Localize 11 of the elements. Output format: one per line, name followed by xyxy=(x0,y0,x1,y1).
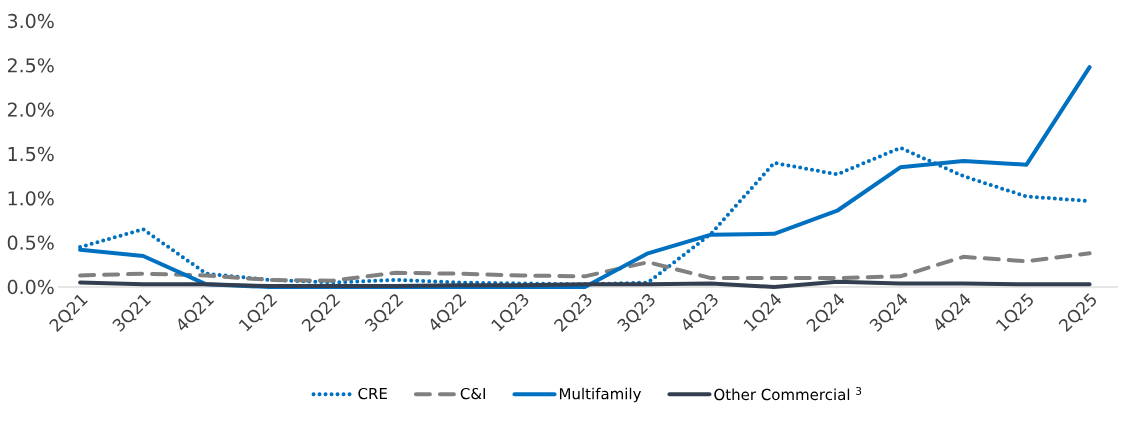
legend-label: Multifamily xyxy=(559,387,642,403)
legend-label: CRE xyxy=(358,387,387,400)
y-tick-label: 1.0% xyxy=(8,191,54,206)
legend-label: Other Commercial $^{3}$ xyxy=(714,386,862,401)
y-tick-label: 3.0% xyxy=(7,13,54,29)
y-tick-label: 0.5% xyxy=(7,235,54,250)
legend-label: C&I xyxy=(460,387,486,400)
y-tick-label: 1.5% xyxy=(8,146,54,162)
y-tick-label: 2.0% xyxy=(7,102,54,117)
y-tick-label: 2.5% xyxy=(7,58,54,73)
y-tick-label: 0.0% xyxy=(7,279,54,295)
